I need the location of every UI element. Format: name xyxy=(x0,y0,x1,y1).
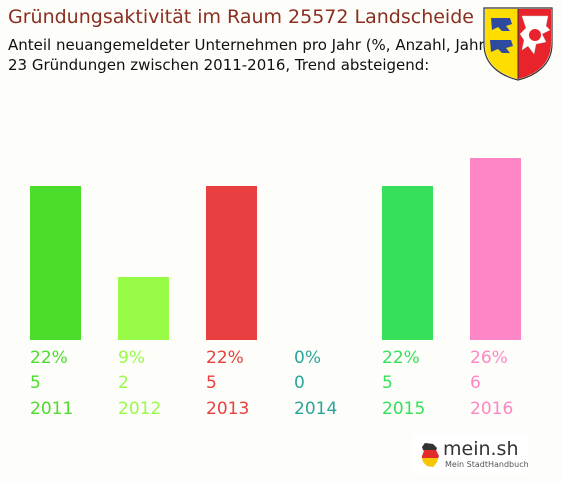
percent-label-2016: 26% xyxy=(470,348,508,368)
count-label-2011: 5 xyxy=(30,373,41,393)
percent-label-2013: 22% xyxy=(206,348,244,368)
chart-subtitle-2: 23 Gründungen zwischen 2011-2016, Trend … xyxy=(8,56,430,74)
count-label-2016: 6 xyxy=(470,373,481,393)
chart-subtitle-1: Anteil neuangemeldeter Unternehmen pro J… xyxy=(8,36,491,54)
logo-text: mein.sh xyxy=(443,438,519,460)
year-label-2015: 2015 xyxy=(382,399,425,419)
chart-labels: 22% 5 2011 9% 2 2012 22% 5 2013 0% 0 2014 22% 5 2015 26… xyxy=(30,348,513,419)
count-label-2012: 2 xyxy=(118,373,129,393)
bar-2013 xyxy=(206,186,257,340)
site-logo[interactable]: mein.sh Mein StadtHandbuch xyxy=(413,434,529,474)
percent-label-2012: 9% xyxy=(118,348,145,368)
bar-2016 xyxy=(470,158,521,340)
bar-2015 xyxy=(382,186,433,340)
year-label-2011: 2011 xyxy=(30,399,73,419)
chart-bars xyxy=(30,158,521,340)
bar-2011 xyxy=(30,186,81,340)
year-label-2013: 2013 xyxy=(206,399,249,419)
percent-label-2014: 0% xyxy=(294,348,321,368)
logo-subtitle: Mein StadtHandbuch xyxy=(445,460,529,469)
count-label-2013: 5 xyxy=(206,373,217,393)
germany-map-icon xyxy=(422,443,439,467)
count-label-2014: 0 xyxy=(294,373,305,393)
coat-of-arms-icon xyxy=(483,7,553,81)
year-label-2016: 2016 xyxy=(470,399,513,419)
year-label-2014: 2014 xyxy=(294,399,337,419)
percent-label-2011: 22% xyxy=(30,348,68,368)
bar-2012 xyxy=(118,277,169,340)
year-label-2012: 2012 xyxy=(118,399,161,419)
count-label-2015: 5 xyxy=(382,373,393,393)
chart-title: Gründungsaktivität im Raum 25572 Landsch… xyxy=(8,6,474,28)
percent-label-2015: 22% xyxy=(382,348,420,368)
